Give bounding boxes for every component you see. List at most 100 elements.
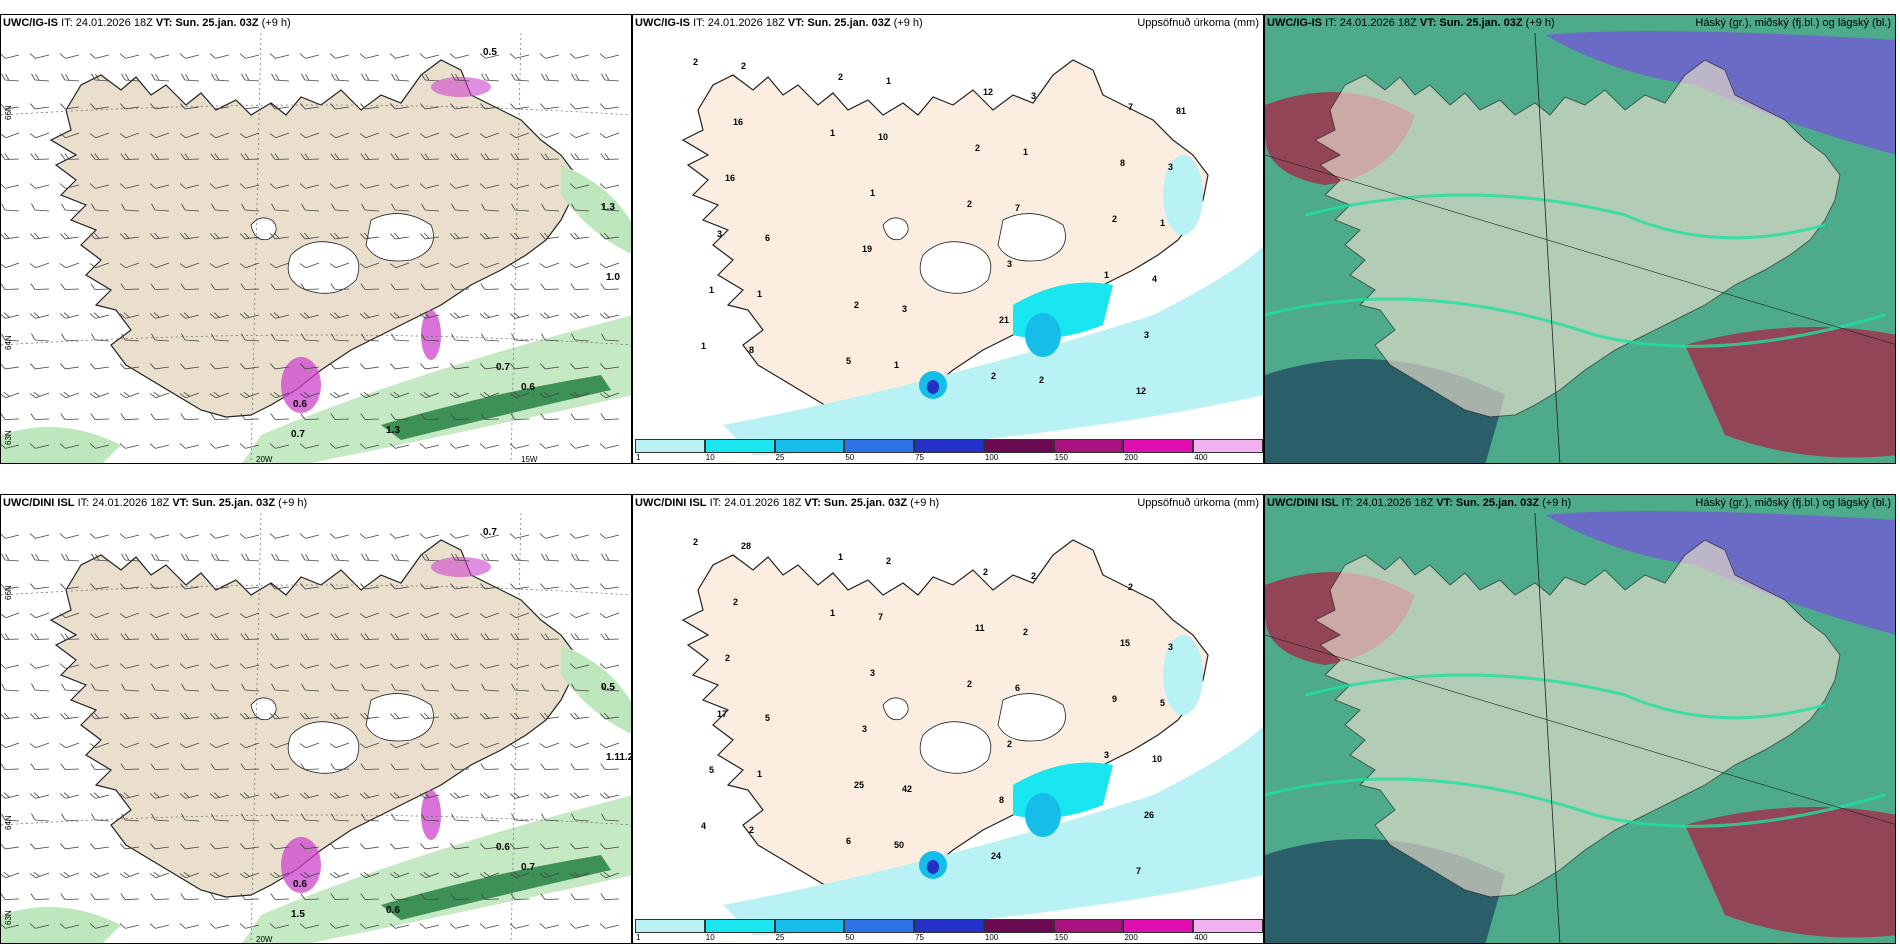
wind-barb	[30, 413, 50, 420]
wind-barb	[360, 232, 380, 240]
wind-barb	[211, 73, 230, 82]
wind-barb	[329, 871, 350, 879]
wind-barb	[179, 663, 200, 669]
wind-barb	[569, 871, 590, 879]
wind-barb	[1, 742, 20, 749]
wind-barb	[299, 443, 320, 449]
wind-barb	[330, 763, 350, 770]
wind-barb	[330, 413, 350, 420]
wind-barb	[29, 132, 50, 139]
wind-barb	[60, 712, 80, 720]
precip-value-label: 7	[878, 612, 883, 622]
wind-barb	[569, 312, 590, 319]
wind-barb	[359, 312, 380, 319]
glacier	[919, 241, 992, 294]
wind-barb	[389, 132, 410, 139]
value-label: 0.6	[386, 905, 400, 916]
wind-barb	[569, 391, 590, 399]
colorbar-tick: 100	[984, 933, 999, 942]
wind-barb	[269, 312, 290, 319]
wind-barb	[91, 813, 110, 822]
wind-barb	[239, 312, 260, 319]
wind-barb	[29, 663, 50, 669]
wind-barb	[540, 763, 560, 770]
wind-barb	[60, 633, 80, 640]
wind-barb	[329, 923, 350, 929]
cloud-edge	[1304, 673, 1826, 720]
wind-barb	[509, 312, 530, 319]
wind-barb	[149, 132, 170, 139]
wind-barb	[451, 553, 470, 562]
wind-barb	[419, 53, 440, 59]
wind-barb	[360, 843, 380, 850]
wind-barb	[541, 813, 560, 822]
wind-barb	[90, 583, 110, 590]
wind-barb	[449, 923, 470, 929]
wind-barb	[211, 553, 230, 562]
colorbar-swatch	[1193, 919, 1263, 933]
wind-barb	[571, 683, 590, 692]
wind-barb	[1, 283, 20, 290]
colorbar-swatch	[1053, 439, 1124, 453]
precip-value-label: 2	[1007, 739, 1012, 749]
wind-barb	[480, 283, 500, 290]
precip-value-label: 7	[1015, 203, 1020, 213]
wind-barb	[510, 232, 530, 240]
wind-barb	[511, 553, 530, 562]
precip-value-label: 2	[741, 61, 746, 71]
wind-barb	[391, 333, 410, 342]
wind-barb	[301, 813, 320, 822]
precip-band	[242, 315, 631, 463]
wind-barb	[31, 203, 50, 212]
precip-value-label: 12	[983, 87, 993, 97]
wind-barb	[209, 262, 230, 269]
wind-barb	[269, 923, 290, 929]
wind-barb	[599, 391, 620, 399]
wind-barb	[509, 533, 530, 539]
wind-barb	[570, 103, 590, 110]
wind-barb	[301, 73, 320, 82]
wind-barb	[329, 183, 350, 189]
wind-barb	[240, 153, 260, 160]
wind-barb	[1, 312, 20, 319]
wind-barb	[540, 633, 560, 640]
precip-value-label: 1	[701, 341, 706, 351]
wind-barb	[420, 413, 440, 420]
wind-barb	[59, 612, 80, 619]
wind-barb	[271, 683, 290, 692]
lead-time: (+9 h)	[261, 17, 291, 29]
value-label: 0.6	[496, 842, 510, 853]
wind-barb	[359, 391, 380, 399]
precip-value-label: 3	[870, 668, 875, 678]
cloud-edge	[1265, 777, 1886, 828]
wind-barb	[419, 663, 440, 669]
wind-barb	[299, 923, 320, 929]
wind-barb	[1, 893, 20, 900]
precip-value-label: 5	[846, 356, 851, 366]
wind-barb	[181, 553, 200, 562]
wind-barb	[391, 683, 410, 692]
wind-barb	[29, 53, 50, 59]
wind-barb	[390, 363, 410, 370]
wind-barb	[599, 262, 620, 269]
wind-barb	[450, 843, 470, 850]
precip-value-label: 2	[693, 537, 698, 547]
wind-barb	[391, 73, 410, 82]
wind-barb	[570, 153, 590, 160]
wind-barb	[599, 132, 620, 139]
model-name: UWC/IG-IS	[3, 17, 58, 29]
precip-value-label: 3	[1007, 259, 1012, 269]
precip-value-label: 25	[854, 780, 864, 790]
wind-barb	[119, 53, 140, 59]
valid-time: VT: Sun. 25.jan. 03Z	[155, 17, 259, 29]
wind-barb	[299, 612, 320, 619]
wind-barb	[509, 792, 530, 799]
wind-barb	[120, 843, 140, 850]
wind-barb	[390, 843, 410, 850]
wind-barb	[360, 413, 380, 420]
longitude-line	[250, 512, 262, 943]
latitude-label: 63N	[4, 430, 13, 445]
wind-barb	[209, 923, 230, 929]
wind-barb	[1, 262, 20, 269]
wind-barb	[601, 813, 620, 822]
